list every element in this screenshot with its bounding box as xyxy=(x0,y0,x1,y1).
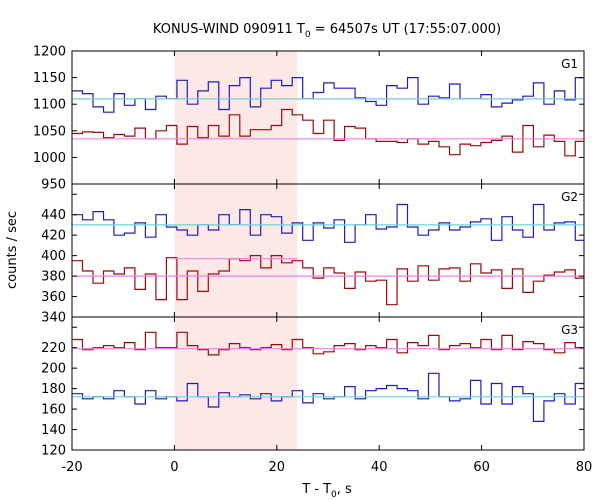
panel-g1: 950 1000 1050 1100 1150 1200 G1 xyxy=(33,45,585,193)
y-tick-label: 380 xyxy=(41,270,66,285)
series-g1-0 xyxy=(72,77,584,113)
y-tick-label: 340 xyxy=(41,311,66,326)
panel-label-g1: G1 xyxy=(561,57,578,71)
y-tick-label: 200 xyxy=(41,362,66,377)
y-tick-label: 400 xyxy=(41,249,66,264)
y-tick-label: 220 xyxy=(41,341,66,356)
x-tick-label: 40 xyxy=(371,460,388,475)
y-tick-label: 1150 xyxy=(33,71,66,86)
series-g2-0 xyxy=(72,203,584,243)
y-tick-label: 440 xyxy=(41,208,66,223)
y-tick-label: 360 xyxy=(41,290,66,305)
x-tick-label: 80 xyxy=(576,460,593,475)
panel-g3: 120 140 160 180 200 220 G3 xyxy=(41,316,585,459)
y-tick-label: 180 xyxy=(41,382,66,397)
series-g2-1 xyxy=(72,255,584,306)
y-tick-label: 160 xyxy=(41,403,66,418)
y-tick-label: 950 xyxy=(41,178,66,193)
panel-label-g2: G2 xyxy=(561,190,578,204)
y-tick-label: 140 xyxy=(41,423,66,438)
x-tick-label: 20 xyxy=(269,460,286,475)
x-axis-label: T - T0, s xyxy=(301,482,352,500)
x-tick-label: 0 xyxy=(170,460,178,475)
highlight-interval xyxy=(174,51,298,450)
y-axis-label: counts / sec xyxy=(5,211,20,289)
y-tick-label: 420 xyxy=(41,229,66,244)
x-tick-label: -20 xyxy=(61,460,82,475)
y-tick-label: 1100 xyxy=(33,98,66,113)
plot-area: 95010001050110011501200G1340360380400420… xyxy=(33,45,592,476)
panel-g2: 340 360 380 400 420 440 G2 xyxy=(41,183,585,326)
panel-label-g3: G3 xyxy=(561,323,578,337)
panel-frame xyxy=(71,316,585,451)
y-tick-label: 1000 xyxy=(33,151,66,166)
y-tick-label: 120 xyxy=(41,444,66,459)
y-tick-label: 1050 xyxy=(33,124,66,139)
chart-title: KONUS-WIND 090911 T0 = 64507s UT (17:55:… xyxy=(153,22,501,40)
series-g3-1 xyxy=(72,372,584,422)
x-tick-label: 60 xyxy=(473,460,490,475)
series-g3-0 xyxy=(72,331,584,356)
series-g1-1 xyxy=(72,108,584,157)
panel-frame xyxy=(71,50,585,185)
panel-frame xyxy=(71,183,585,318)
y-tick-label: 1200 xyxy=(33,45,66,60)
